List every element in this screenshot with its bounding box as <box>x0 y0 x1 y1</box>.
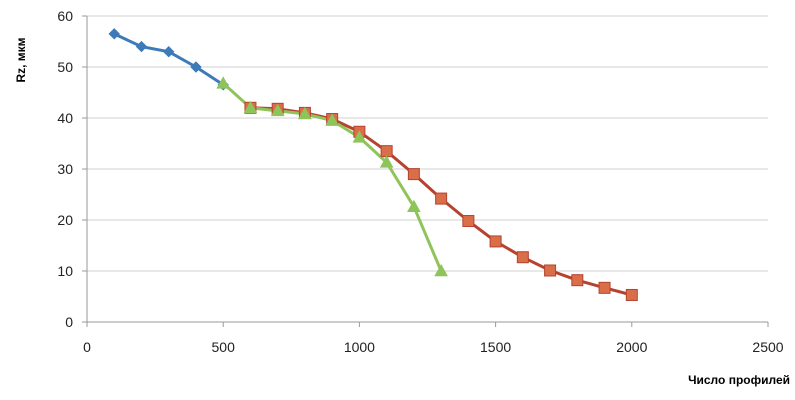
series-2-point-2 <box>270 103 285 117</box>
series-2-point-3 <box>298 106 312 120</box>
series-2-point-0 <box>216 76 231 89</box>
y-tick-label-0: 0 <box>65 314 73 330</box>
tick-labels: 0 10 20 30 40 50 60 0 500 1000 1500 2000 2500 <box>57 8 783 355</box>
y-tick-label-6: 60 <box>57 8 73 24</box>
series-1-point-14 <box>625 288 638 301</box>
series-1-point-9 <box>489 235 502 248</box>
series-1-point-5 <box>380 145 393 158</box>
series-0-point-0 <box>108 28 120 40</box>
series-1-point-6 <box>407 168 420 181</box>
series-1-point-13 <box>598 281 611 294</box>
series-0-point-3 <box>190 61 202 73</box>
x-tick-label-4: 2000 <box>616 339 647 355</box>
axes <box>82 15 769 327</box>
series-0-point-1 <box>135 40 148 53</box>
grid-lines <box>87 15 768 272</box>
series-2-point-5 <box>352 130 367 143</box>
series-0-line <box>113 32 225 87</box>
x-tick-label-5: 2500 <box>752 339 783 355</box>
series-2-point-7 <box>407 199 421 213</box>
x-axis-title: Число профилей <box>688 373 790 387</box>
y-tick-label-2: 20 <box>57 212 73 228</box>
series-2-point-1 <box>243 100 258 114</box>
x-tick-label-0: 0 <box>83 339 91 355</box>
series-1-point-11 <box>544 264 557 277</box>
series-2-point-4 <box>325 113 340 126</box>
series-1-point-8 <box>462 215 475 228</box>
series-2-point-6 <box>379 155 394 168</box>
series-2-point-8 <box>434 263 448 277</box>
series-1-point-10 <box>516 251 529 264</box>
x-tick-label-3: 1500 <box>480 339 511 355</box>
series-1-point-7 <box>435 192 448 205</box>
y-tick-label-3: 30 <box>57 161 73 177</box>
series-0-point-2 <box>163 45 175 58</box>
y-tick-label-4: 40 <box>57 110 73 126</box>
series-1-point-12 <box>571 274 584 287</box>
y-axis-title: Rz, мкм <box>14 37 28 82</box>
series-markers <box>108 28 638 301</box>
y-tick-label-5: 50 <box>57 59 73 75</box>
x-tick-label-2: 1000 <box>344 339 375 355</box>
series-lines <box>113 32 633 297</box>
x-tick-label-1: 500 <box>212 339 236 355</box>
y-tick-label-1: 10 <box>57 263 73 279</box>
